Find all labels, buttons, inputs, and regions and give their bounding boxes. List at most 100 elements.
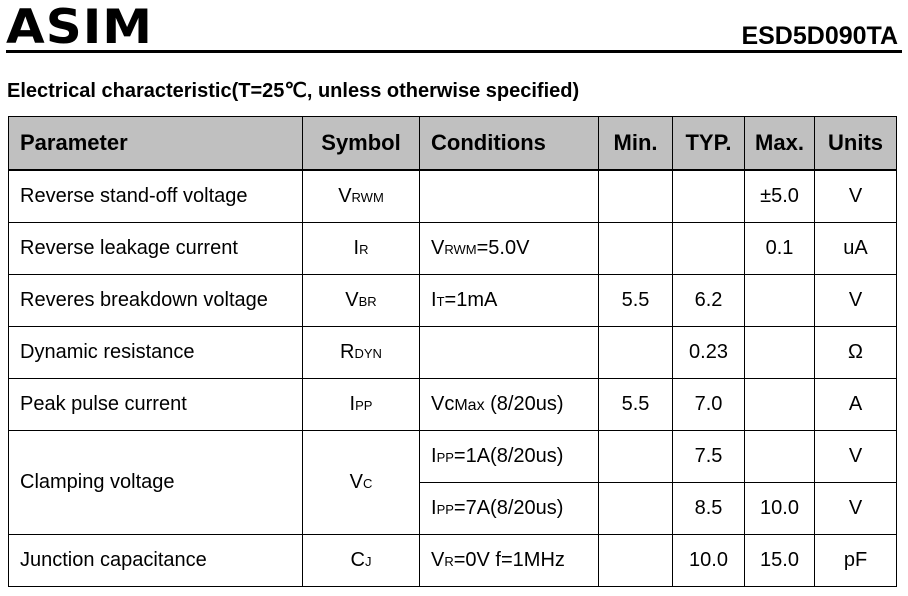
- condition-main: I: [431, 445, 437, 467]
- max-cell: 0.1: [744, 222, 815, 275]
- table-row: IPP=7A(8/20us) 8.5 10.0 V: [9, 482, 897, 535]
- typ-cell: 7.5: [672, 430, 745, 483]
- table-row: Clamping voltage VC IPP=1A(8/20us) 7.5 V: [8, 430, 897, 535]
- electrical-characteristics-table: Parameter Symbol Conditions Min. TYP. Ma…: [8, 116, 897, 587]
- min-cell: [598, 326, 673, 379]
- parameter-cell: Clamping voltage: [8, 430, 303, 535]
- header-symbol: Symbol: [302, 116, 420, 171]
- symbol-subscript: RWM: [351, 190, 384, 205]
- units-cell: Ω: [814, 326, 897, 379]
- symbol-cell: VC: [302, 430, 420, 535]
- symbol-cell: VRWM: [302, 169, 420, 223]
- min-cell: [598, 430, 673, 483]
- condition-cell: [419, 326, 599, 379]
- condition-rest: =1mA: [444, 289, 498, 311]
- symbol-cell: IPP: [302, 378, 420, 431]
- units-cell: V: [814, 274, 897, 327]
- section-title: Electrical characteristic(T=25℃, unless …: [7, 80, 580, 102]
- min-cell: [598, 534, 673, 587]
- parameter-cell: Reveres breakdown voltage: [8, 274, 303, 327]
- symbol-subscript: PP: [355, 398, 373, 413]
- condition-cell: VcMax (8/20us): [419, 378, 599, 431]
- symbol-main: V: [349, 471, 363, 493]
- min-cell: [598, 222, 673, 275]
- max-cell: 15.0: [744, 534, 815, 587]
- condition-rest: =1A(8/20us): [453, 445, 564, 467]
- symbol-subscript: C: [362, 476, 373, 491]
- table-row: Junction capacitance CJ VR=0V f=1MHz 10.…: [8, 534, 897, 587]
- condition-subscript: Max: [454, 397, 485, 414]
- units-cell: V: [814, 169, 897, 223]
- units-cell: uA: [814, 222, 897, 275]
- parameter-cell: Junction capacitance: [8, 534, 303, 587]
- min-cell: 5.5: [598, 378, 673, 431]
- symbol-main: V: [338, 185, 352, 207]
- condition-rest: =0V f=1MHz: [453, 549, 565, 571]
- condition-rest: =5.0V: [476, 237, 530, 259]
- symbol-main: I: [353, 237, 360, 259]
- condition-cell: [419, 169, 599, 223]
- parameter-cell: Reverse leakage current: [8, 222, 303, 275]
- condition-subscript: RWM: [444, 242, 477, 257]
- header-divider: [6, 50, 902, 53]
- table-row: Reveres breakdown voltage VBR IT=1mA 5.5…: [8, 274, 897, 327]
- condition-main: V: [431, 237, 445, 259]
- symbol-subscript: DYN: [354, 346, 382, 361]
- symbol-subscript: BR: [358, 294, 377, 309]
- table-row: Reverse stand-off voltage VRWM ±5.0 V: [8, 169, 897, 223]
- symbol-main: V: [345, 289, 359, 311]
- typ-cell: 0.23: [672, 326, 745, 379]
- units-cell: pF: [814, 534, 897, 587]
- max-cell: [744, 326, 815, 379]
- symbol-cell: IR: [302, 222, 420, 275]
- header-max: Max.: [744, 116, 815, 171]
- condition-main: Vc: [431, 393, 455, 415]
- condition-cell: IT=1mA: [419, 274, 599, 327]
- table-header-row: Parameter Symbol Conditions Min. TYP. Ma…: [8, 116, 897, 171]
- max-cell: [744, 378, 815, 431]
- condition-rest: =7A(8/20us): [453, 497, 564, 519]
- parameter-cell: Dynamic resistance: [8, 326, 303, 379]
- condition-subscript: R: [444, 554, 454, 569]
- symbol-main: R: [340, 341, 355, 363]
- condition-main: V: [431, 549, 445, 571]
- header-typ: TYP.: [672, 116, 745, 171]
- max-cell: 10.0: [744, 482, 815, 535]
- min-cell: 5.5: [598, 274, 673, 327]
- units-cell: A: [814, 378, 897, 431]
- part-number: ESD5D090TA: [741, 22, 898, 50]
- symbol-main: I: [349, 393, 356, 415]
- header-conditions: Conditions: [419, 116, 599, 171]
- typ-cell: [672, 169, 745, 223]
- header-min: Min.: [598, 116, 673, 171]
- min-cell: [598, 482, 673, 535]
- units-cell: V: [814, 482, 897, 535]
- condition-subscript: PP: [436, 502, 454, 517]
- max-cell: [744, 430, 815, 483]
- symbol-main: C: [350, 549, 365, 571]
- table-row: Peak pulse current IPP VcMax (8/20us) 5.…: [8, 378, 897, 431]
- symbol-cell: VBR: [302, 274, 420, 327]
- max-cell: ±5.0: [744, 169, 815, 223]
- condition-cell: VR=0V f=1MHz: [419, 534, 599, 587]
- condition-cell: IPP=1A(8/20us): [419, 430, 599, 483]
- typ-cell: 7.0: [672, 378, 745, 431]
- condition-main: I: [431, 289, 437, 311]
- condition-cell: VRWM=5.0V: [419, 222, 599, 275]
- condition-cell: IPP=7A(8/20us): [419, 482, 599, 535]
- symbol-subscript: R: [359, 242, 369, 257]
- company-logo: ASIM: [6, 0, 154, 55]
- typ-cell: [672, 222, 745, 275]
- typ-cell: 10.0: [672, 534, 745, 587]
- symbol-subscript: J: [364, 554, 372, 569]
- typ-cell: 6.2: [672, 274, 745, 327]
- typ-cell: 8.5: [672, 482, 745, 535]
- condition-subscript: PP: [436, 450, 454, 465]
- parameter-cell: Reverse stand-off voltage: [8, 169, 303, 223]
- table-row: Dynamic resistance RDYN 0.23 Ω: [8, 326, 897, 379]
- symbol-cell: RDYN: [302, 326, 420, 379]
- min-cell: [598, 169, 673, 223]
- condition-rest: (8/20us): [484, 393, 564, 415]
- condition-main: I: [431, 497, 437, 519]
- condition-subscript: T: [436, 294, 445, 309]
